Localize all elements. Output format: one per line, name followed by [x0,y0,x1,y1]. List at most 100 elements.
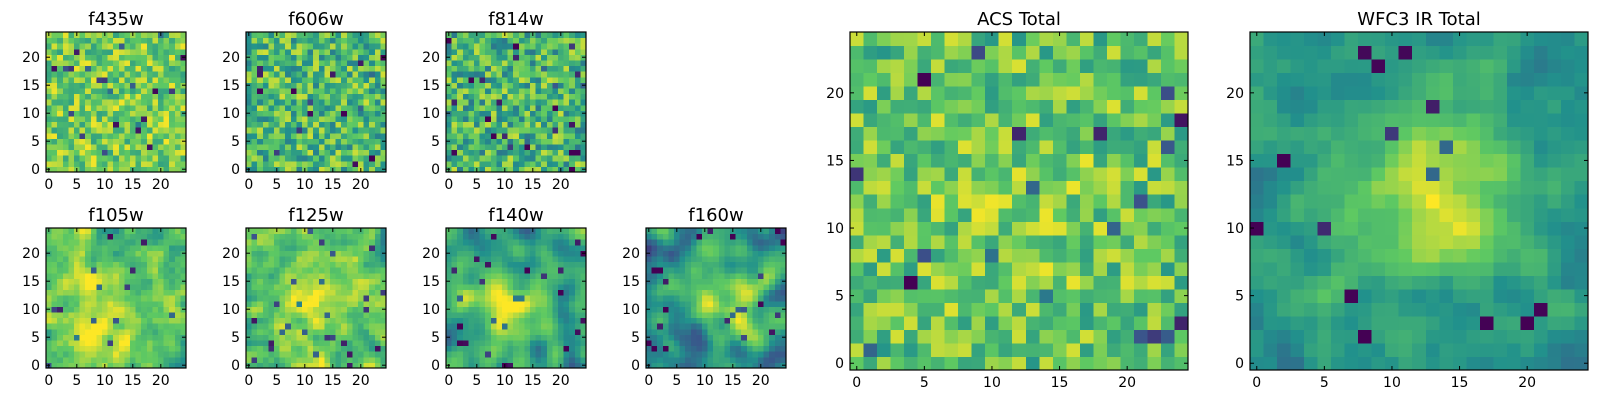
heatmap-cell [146,334,153,341]
heatmap-cell [251,317,258,324]
heatmap-cell [674,233,681,240]
heatmap-cell [513,312,520,319]
heatmap-cell [262,267,269,274]
heatmap-cell [68,160,75,167]
heatmap-cell [552,306,559,313]
heatmap-cell [174,278,181,285]
heatmap-cell [358,160,365,167]
heatmap-cell [335,160,342,167]
heatmap-cell [546,138,553,145]
heatmap-cell [274,93,281,100]
heatmap-cell [496,261,503,268]
heatmap-cell [124,289,131,296]
heatmap-cell [146,244,153,251]
heatmap-cell [490,138,497,145]
heatmap-cell [274,261,281,268]
heatmap-cell [730,317,737,324]
heatmap-cell [1174,167,1189,182]
heatmap-cell [546,149,553,156]
heatmap-cell [702,306,709,313]
heatmap-cell [877,248,892,263]
heatmap-cell [741,289,748,296]
heatmap-cell [180,71,187,78]
heatmap-cell [485,306,492,313]
heatmap-cell [346,76,353,83]
heatmap-cell [169,132,176,139]
heatmap-cell [62,160,69,167]
heatmap-cell [307,228,314,235]
heatmap-cell [904,180,919,195]
heatmap-cell [380,155,387,162]
heatmap-cell [462,65,469,72]
heatmap-cell [746,250,753,257]
heatmap-cell [318,278,325,285]
heatmap-cell [163,76,170,83]
heatmap-cell [102,323,109,330]
heatmap-cell [524,340,531,347]
heatmap-cell [890,315,905,330]
heatmap-cell [313,351,320,358]
heatmap-cell [68,88,75,95]
heatmap-cell [118,110,125,117]
heatmap-cell [74,289,81,296]
heatmap-cell [468,289,475,296]
heatmap-cell [479,37,486,44]
heatmap-cell [257,284,264,291]
heatmap-cell [141,121,148,128]
heatmap-cell [569,244,576,251]
heatmap-cell [274,239,281,246]
heatmap-cell [462,356,469,363]
heatmap-cell [174,323,181,330]
heatmap-cell [279,82,286,89]
x-tick-label: 20 [152,373,170,389]
heatmap-cell [690,340,697,347]
heatmap-cell [541,340,548,347]
heatmap-cell [374,132,381,139]
heatmap-cell [496,228,503,235]
heatmap-cell [330,345,337,352]
heatmap-cell [290,362,297,369]
heatmap-cell [274,76,281,83]
heatmap-cell [85,362,92,369]
heatmap-cell [130,334,137,341]
heatmap-cell [296,317,303,324]
heatmap-cell [358,323,365,330]
heatmap-cell [113,37,120,44]
heatmap-cell [113,323,120,330]
heatmap-cell [702,250,709,257]
heatmap-cell [318,110,325,117]
heatmap-cell [958,167,973,182]
heatmap-cell [546,116,553,123]
heatmap-cell [690,345,697,352]
heatmap-cell [246,356,253,363]
heatmap-cell [574,110,581,117]
heatmap-cell [330,356,337,363]
heatmap-cell [558,48,565,55]
heatmap-cell [163,345,170,352]
heatmap-cell [758,334,765,341]
heatmap-cell [1052,221,1067,236]
heatmap-cell [446,351,453,358]
heatmap-cell [780,228,787,235]
heatmap-cell [518,60,525,67]
heatmap-cell [330,239,337,246]
heatmap-cell [541,284,548,291]
heatmap-cell [51,149,58,156]
heatmap-cell [330,317,337,324]
heatmap-cell [74,340,81,347]
heatmap-cell [102,278,109,285]
heatmap-cell [485,351,492,358]
heatmap-cell [462,93,469,100]
heatmap-cell [490,88,497,95]
heatmap-cell [346,272,353,279]
heatmap-cell [462,334,469,341]
heatmap-cell [485,272,492,279]
heatmap-cell [135,239,142,246]
heatmap-cell [457,54,464,61]
heatmap-cell [569,37,576,44]
heatmap-cell [318,328,325,335]
heatmap-cell [724,328,731,335]
heatmap-cell [90,121,97,128]
heatmap-cell [474,54,481,61]
heatmap-cell [318,54,325,61]
